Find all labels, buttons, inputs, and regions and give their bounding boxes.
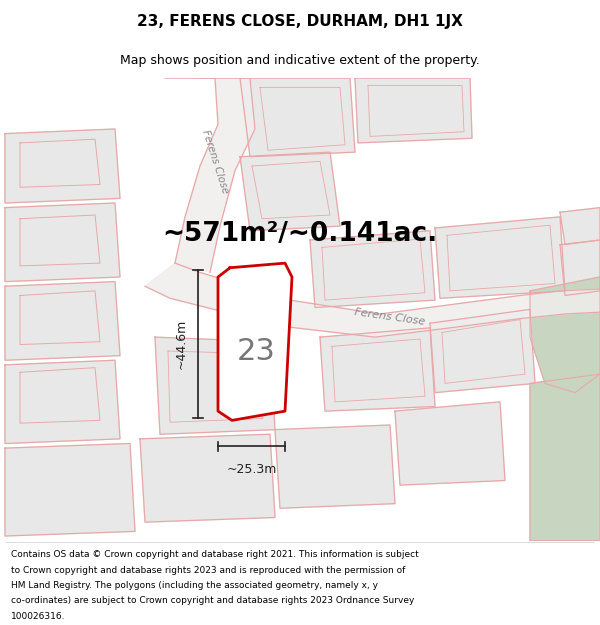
Polygon shape — [560, 240, 600, 296]
Polygon shape — [355, 78, 472, 143]
Polygon shape — [430, 309, 535, 392]
Polygon shape — [332, 339, 425, 402]
Polygon shape — [252, 161, 330, 219]
Text: Contains OS data © Crown copyright and database right 2021. This information is : Contains OS data © Crown copyright and d… — [11, 550, 419, 559]
Text: HM Land Registry. The polygons (including the associated geometry, namely x, y: HM Land Registry. The polygons (includin… — [11, 581, 378, 590]
Polygon shape — [5, 444, 135, 536]
Polygon shape — [5, 282, 120, 360]
Polygon shape — [275, 425, 395, 508]
Polygon shape — [560, 208, 600, 244]
Text: Map shows position and indicative extent of the property.: Map shows position and indicative extent… — [120, 54, 480, 68]
Text: Ferens Close: Ferens Close — [354, 307, 426, 327]
Polygon shape — [442, 319, 525, 383]
Polygon shape — [240, 152, 340, 231]
Text: to Crown copyright and database rights 2023 and is reproduced with the permissio: to Crown copyright and database rights 2… — [11, 566, 405, 574]
Text: 23: 23 — [236, 336, 275, 366]
Polygon shape — [435, 217, 565, 298]
Polygon shape — [140, 434, 275, 522]
Polygon shape — [320, 328, 435, 411]
Text: ~44.6m: ~44.6m — [175, 319, 188, 369]
Polygon shape — [530, 374, 600, 541]
Polygon shape — [310, 231, 435, 308]
Polygon shape — [5, 360, 120, 444]
Polygon shape — [155, 337, 275, 434]
Polygon shape — [20, 215, 100, 266]
Polygon shape — [145, 263, 600, 337]
Polygon shape — [322, 239, 425, 300]
Text: 100026316.: 100026316. — [11, 612, 65, 621]
Polygon shape — [530, 277, 600, 392]
Polygon shape — [5, 203, 120, 282]
Polygon shape — [20, 139, 100, 188]
Polygon shape — [20, 291, 100, 344]
Text: co-ordinates) are subject to Crown copyright and database rights 2023 Ordnance S: co-ordinates) are subject to Crown copyr… — [11, 596, 414, 606]
Polygon shape — [168, 351, 263, 423]
Polygon shape — [20, 368, 100, 423]
Text: Ferens Close: Ferens Close — [200, 128, 230, 194]
Polygon shape — [447, 225, 555, 291]
Text: ~571m²/~0.141ac.: ~571m²/~0.141ac. — [163, 221, 437, 246]
Text: ~25.3m: ~25.3m — [226, 463, 277, 476]
Polygon shape — [165, 78, 255, 272]
Polygon shape — [260, 88, 345, 150]
Polygon shape — [240, 78, 355, 157]
Polygon shape — [218, 263, 292, 421]
Polygon shape — [368, 86, 464, 136]
Polygon shape — [395, 402, 505, 485]
Text: 23, FERENS CLOSE, DURHAM, DH1 1JX: 23, FERENS CLOSE, DURHAM, DH1 1JX — [137, 14, 463, 29]
Polygon shape — [5, 129, 120, 203]
